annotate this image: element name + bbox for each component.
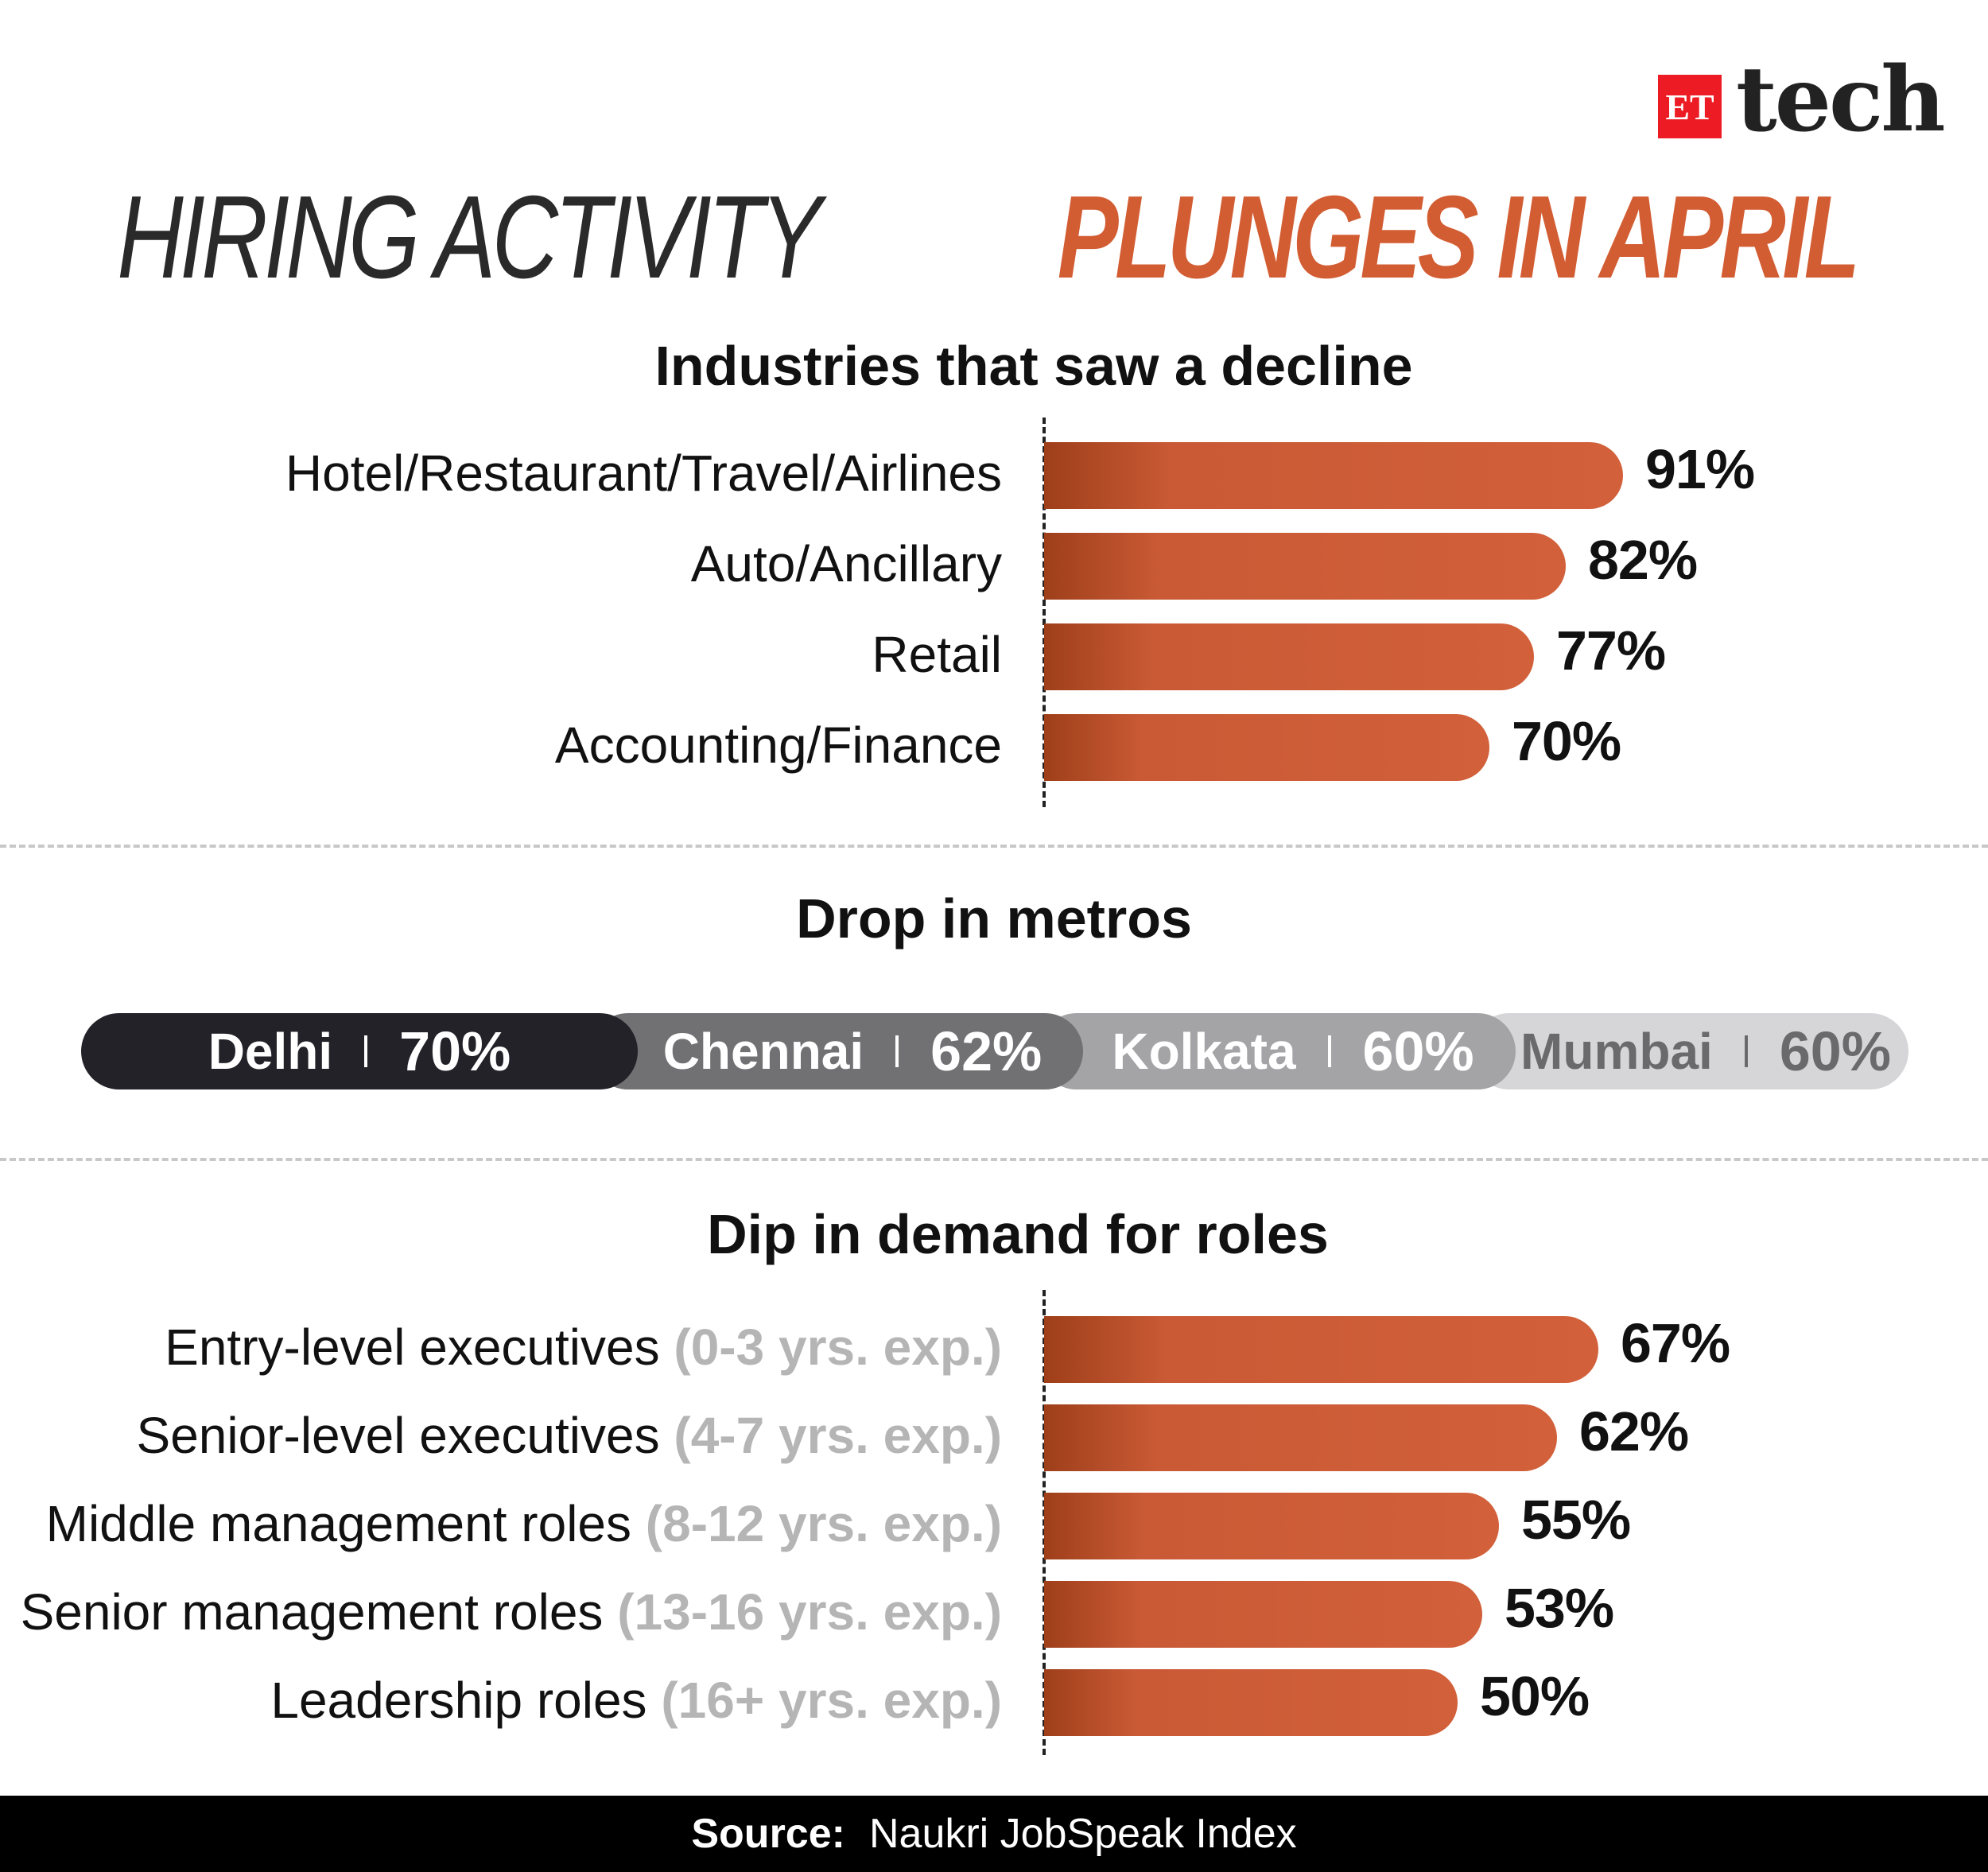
industry-value-label: 82%	[1588, 529, 1698, 591]
industry-value-label: 91%	[1645, 438, 1755, 500]
et-logo-mark: ET	[1658, 75, 1722, 138]
section-divider-1	[0, 845, 1988, 848]
metro-separator	[1744, 1035, 1748, 1067]
metro-separator	[895, 1035, 899, 1067]
role-category: Senior management roles	[20, 1583, 604, 1641]
industries-section-title: Industries that saw a decline	[654, 335, 1413, 397]
industry-value-label: 77%	[1556, 619, 1666, 682]
metro-name: Kolkata	[1112, 1023, 1296, 1080]
metro-pill-delhi: Delhi 70%	[81, 1013, 638, 1089]
role-value-label: 62%	[1579, 1400, 1689, 1462]
metro-pill-mumbai: Mumbai 60%	[1471, 1013, 1908, 1089]
industry-bar	[1044, 623, 1534, 690]
role-bar	[1044, 1669, 1458, 1736]
source-text: Naukri JobSpeak Index	[868, 1811, 1297, 1857]
metro-value: 70%	[399, 1020, 511, 1082]
role-label: Middle management roles (8-12 yrs. exp.)	[46, 1494, 1002, 1553]
metro-name: Chennai	[662, 1023, 864, 1080]
industry-bar	[1044, 533, 1566, 600]
industry-category: Retail	[872, 626, 1002, 683]
role-bar	[1044, 1404, 1557, 1471]
industry-label: Hotel/Restaurant/Travel/Airlines	[285, 444, 1002, 503]
section-divider-2	[0, 1158, 1988, 1161]
role-category: Middle management roles	[45, 1495, 631, 1552]
tech-wordmark: tech	[1736, 48, 1946, 152]
industry-label: Retail	[872, 625, 1002, 684]
role-value-label: 67%	[1621, 1312, 1730, 1374]
metros-section-title: Drop in metros	[796, 887, 1192, 950]
roles-section-title: Dip in demand for roles	[707, 1203, 1329, 1265]
metro-name: Mumbai	[1520, 1023, 1713, 1080]
industry-bar	[1044, 714, 1489, 781]
role-category: Leadership roles	[270, 1672, 647, 1729]
role-category: Senior-level executives	[136, 1407, 660, 1464]
role-experience-note: (13-16 yrs. exp.)	[617, 1583, 1002, 1641]
role-label: Senior-level executives (4-7 yrs. exp.)	[137, 1406, 1003, 1465]
metro-value: 60%	[1362, 1020, 1474, 1082]
role-experience-note: (16+ yrs. exp.)	[661, 1672, 1002, 1729]
role-bar	[1044, 1493, 1499, 1559]
metro-separator	[364, 1035, 368, 1067]
industry-category: Hotel/Restaurant/Travel/Airlines	[285, 445, 1002, 502]
role-experience-note: (0-3 yrs. exp.)	[674, 1319, 1002, 1376]
et-tech-logo: ET tech	[1658, 48, 1946, 152]
role-value-label: 50%	[1480, 1665, 1590, 1727]
page-title: HIRING ACTIVITY PLUNGES IN APRIL	[0, 179, 1988, 297]
industry-bar	[1044, 442, 1623, 509]
metros-strip: Mumbai 60% Kolkata 60% Chennai 62% Delhi 70%	[81, 1013, 1908, 1089]
source-footer: Source: Naukri JobSpeak Index	[0, 1796, 1988, 1872]
metro-name: Delhi	[208, 1023, 333, 1080]
role-label: Leadership roles (16+ yrs. exp.)	[270, 1671, 1002, 1730]
role-bar	[1044, 1581, 1482, 1648]
metro-pill-kolkata: Kolkata 60%	[1039, 1013, 1516, 1089]
title-part-1: HIRING ACTIVITY	[117, 172, 822, 303]
industries-axis	[1043, 418, 1046, 807]
industry-label: Auto/Ancillary	[691, 534, 1002, 593]
metro-value: 62%	[930, 1020, 1043, 1082]
industry-category: Auto/Ancillary	[690, 535, 1002, 592]
role-value-label: 55%	[1521, 1489, 1631, 1551]
industry-category: Accounting/Finance	[554, 717, 1002, 774]
role-label: Entry-level executives (0-3 yrs. exp.)	[165, 1318, 1002, 1377]
title-part-2: PLUNGES IN APRIL	[1058, 172, 1860, 303]
role-category: Entry-level executives	[165, 1319, 660, 1376]
industry-value-label: 70%	[1512, 710, 1621, 772]
metro-separator	[1327, 1035, 1331, 1067]
source-label: Source:	[691, 1811, 845, 1857]
role-experience-note: (4-7 yrs. exp.)	[674, 1407, 1002, 1464]
role-label: Senior management roles (13-16 yrs. exp.…	[21, 1583, 1002, 1641]
role-bar	[1044, 1316, 1598, 1383]
metro-value: 60%	[1779, 1020, 1891, 1082]
role-experience-note: (8-12 yrs. exp.)	[645, 1495, 1002, 1552]
role-value-label: 53%	[1505, 1577, 1614, 1639]
industry-label: Accounting/Finance	[555, 716, 1002, 775]
metro-pill-chennai: Chennai 62%	[590, 1013, 1083, 1089]
